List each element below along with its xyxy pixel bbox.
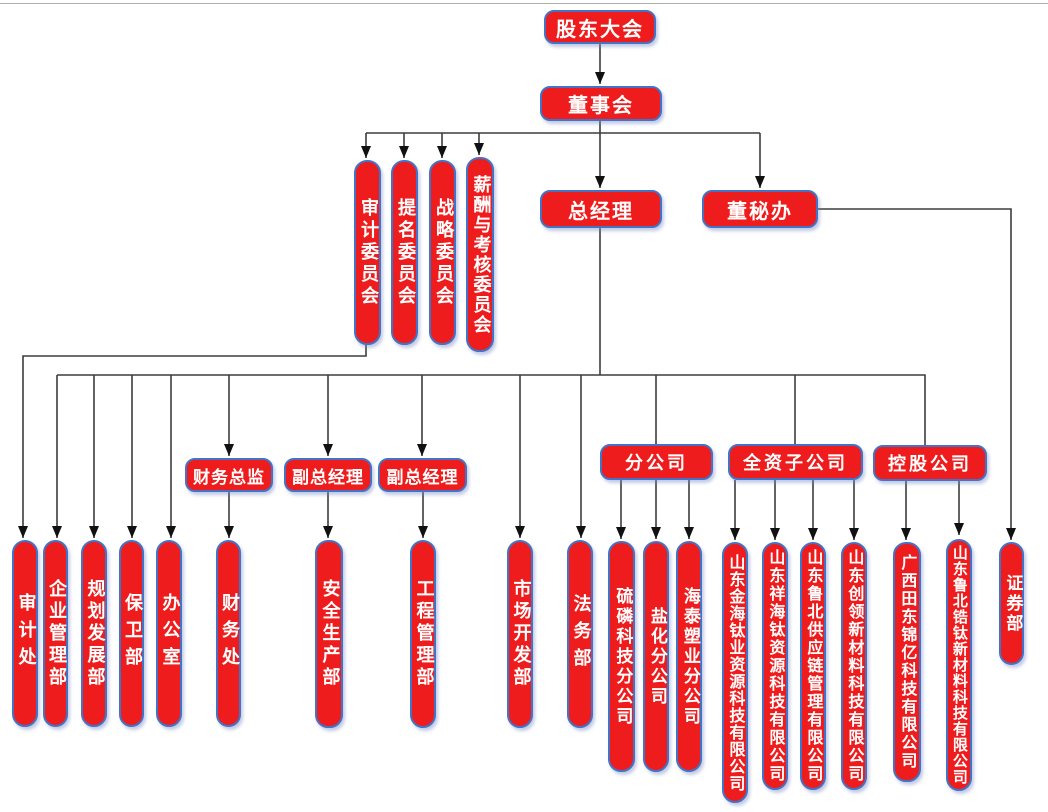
node-guangxi-tiandong-jinyi-co: 广西田东锦亿科技有限公司 <box>893 542 921 782</box>
node-enterprise-management-dept: 企业管理部 <box>43 540 68 727</box>
node-safety-production-dept: 安全生产部 <box>315 540 343 728</box>
node-nomination-committee: 提名委员会 <box>391 160 418 345</box>
node-chuangling-new-materials-co: 山东创领新材料科技有限公司 <box>841 542 867 790</box>
node-general-manager: 总经理 <box>540 190 662 228</box>
node-securities-dept: 证券部 <box>999 542 1024 665</box>
node-jinhai-titanium-co: 山东金海钛业资源科技有限公司 <box>722 542 748 803</box>
node-planning-development-dept: 规划发展部 <box>81 540 107 727</box>
window-top-edge <box>0 3 1048 4</box>
node-general-office: 办公室 <box>156 540 182 727</box>
node-market-development-dept: 市场开发部 <box>507 540 533 728</box>
node-branch-companies: 分公司 <box>600 444 713 480</box>
node-shareholders-meeting: 股东大会 <box>544 10 656 44</box>
node-deputy-gm-2: 副总经理 <box>378 458 467 492</box>
node-lubei-supply-chain-co: 山东鲁北供应链管理有限公司 <box>800 542 826 790</box>
node-haitai-plastics-branch: 海泰塑业分公司 <box>676 541 702 772</box>
node-finance-office: 财务处 <box>216 540 241 727</box>
node-engineering-management-dept: 工程管理部 <box>410 540 436 728</box>
node-wholly-owned-subsidiaries: 全资子公司 <box>728 444 863 480</box>
node-audit-office: 审计处 <box>12 540 38 727</box>
node-legal-dept: 法务部 <box>567 540 593 728</box>
node-security-dept: 保卫部 <box>119 540 144 727</box>
node-salt-chemical-branch: 盐化分公司 <box>643 541 669 772</box>
node-holding-companies: 控股公司 <box>873 445 987 481</box>
node-sulfur-phosphorus-tech-branch: 硫磷科技分公司 <box>608 541 635 772</box>
node-board-of-directors: 董事会 <box>540 86 662 121</box>
node-strategy-committee: 战略委员会 <box>429 160 456 345</box>
node-xianghai-titanium-co: 山东祥海钛资源科技有限公司 <box>762 542 788 790</box>
node-lubei-zirconium-titanium-co: 山东鲁北锆钛新材料科技有限公司 <box>946 539 972 791</box>
node-deputy-gm-1: 副总经理 <box>284 458 372 492</box>
node-remuneration-appraisal-committee: 薪酬与考核委员会 <box>466 157 494 352</box>
node-cfo: 财务总监 <box>185 458 273 492</box>
node-audit-committee: 审计委员会 <box>354 160 381 345</box>
node-board-secretary-office: 董秘办 <box>702 190 818 228</box>
